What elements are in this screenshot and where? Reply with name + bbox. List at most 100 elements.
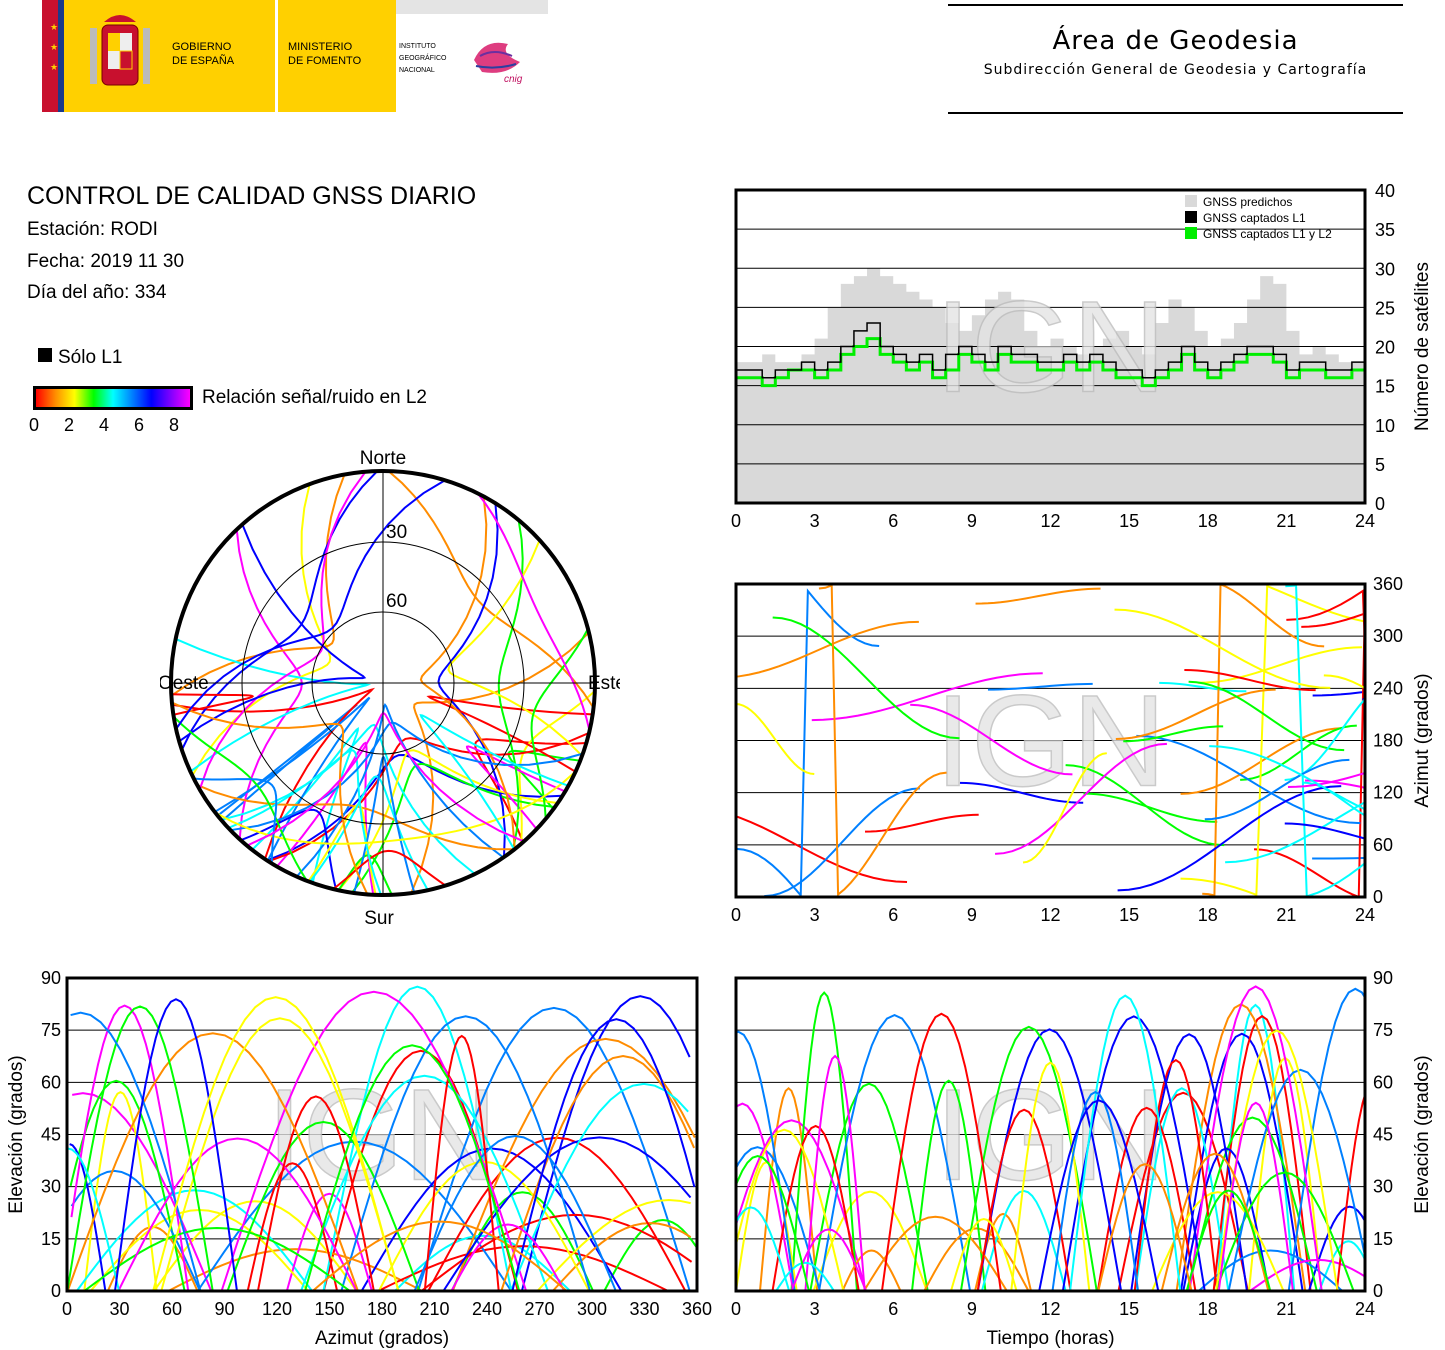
sky-track <box>295 702 504 878</box>
x-tick-label: 180 <box>367 1299 397 1319</box>
azimuth-track <box>1022 752 1107 864</box>
azimuth-track <box>1312 690 1365 697</box>
sky-track <box>447 539 583 757</box>
azimuth-track <box>1123 725 1224 743</box>
elevation-time-track <box>1318 1240 1365 1291</box>
x-axis-label: Azimut (grados) <box>315 1328 449 1349</box>
azimuth-track <box>865 813 979 833</box>
snr-tick: 6 <box>134 415 145 435</box>
snr-label: Relación señal/ruido en L2 <box>202 387 427 408</box>
gov-text-1: GOBIERNO <box>172 41 232 53</box>
skyplot-chart: Norte Sur Este Oeste 30 60 <box>160 448 620 929</box>
x-tick-label: 24 <box>1355 1299 1375 1319</box>
y-tick-label: 0 <box>1373 887 1383 907</box>
elevation-track <box>417 1006 691 1292</box>
elevation-track <box>83 1226 351 1292</box>
doy-label: Día del año: 334 <box>27 282 167 303</box>
elevation-track <box>66 1032 359 1292</box>
azimuth-tracks <box>736 584 1365 897</box>
azimuth-track <box>1188 680 1345 752</box>
sky-track <box>276 741 375 895</box>
gov-logo: ★ ★ ★ GOBIERNO DE ESPAÑA MINISTERIO DE F… <box>42 0 396 112</box>
elevation-time-track <box>736 1030 796 1291</box>
eu-star-icon: ★ <box>50 62 58 72</box>
elevation-track <box>226 1120 421 1292</box>
x-tick-label: 15 <box>1119 1299 1139 1319</box>
sky-track <box>191 483 332 777</box>
y-tick-label: 5 <box>1375 455 1385 475</box>
y-tick-label: 15 <box>1375 377 1395 397</box>
azimuth-track <box>994 742 1168 855</box>
ministry-block <box>278 0 396 112</box>
x-tick-label: 24 <box>1355 905 1375 925</box>
elevation-track <box>340 1015 591 1292</box>
snr-tick: 4 <box>99 415 110 435</box>
area-subtitle: Subdirección General de Geodesia y Carto… <box>983 62 1368 78</box>
azimuth-track <box>736 702 815 775</box>
east-label: Este <box>588 673 620 694</box>
elevation-time-track <box>1182 1147 1271 1291</box>
elevation-track <box>500 1054 696 1292</box>
elevation-track <box>420 1213 693 1292</box>
sky-track <box>419 713 569 850</box>
y-tick-label: 10 <box>1375 416 1395 436</box>
azimuth-track <box>1184 669 1316 692</box>
elevation-time-track <box>1069 994 1182 1291</box>
y-tick-label: 60 <box>1373 835 1393 855</box>
y-tick-label: 25 <box>1375 298 1395 318</box>
y-tick-label: 15 <box>41 1229 61 1249</box>
legend-entry: GNSS captados L1 <box>1203 211 1306 225</box>
x-tick-label: 90 <box>214 1299 234 1319</box>
y-tick-label: 30 <box>1375 259 1395 279</box>
azimuth-track <box>1301 612 1365 628</box>
x-tick-label: 330 <box>629 1299 659 1319</box>
area-title: Área de Geodesia <box>1052 26 1299 56</box>
plot-border <box>65 976 699 1293</box>
elevation-time-track <box>841 1249 902 1291</box>
x-tick-label: 0 <box>731 905 741 925</box>
elevation-time-track <box>1038 1099 1160 1291</box>
azimuth-track <box>1136 734 1361 825</box>
elevation-track <box>114 998 238 1292</box>
sky-track <box>171 693 255 716</box>
elevation-time-track <box>759 1086 819 1291</box>
sky-track <box>175 638 372 773</box>
station-label: Estación: RODI <box>27 219 158 240</box>
elevation-time-track <box>790 1228 867 1291</box>
sky-track <box>175 479 446 730</box>
x-tick-label: 3 <box>810 1299 820 1319</box>
sky-track <box>497 519 524 851</box>
elevation-track <box>70 1169 201 1292</box>
elevation-track <box>377 1160 590 1292</box>
azimuth-track <box>1305 779 1365 789</box>
azimuth-track <box>1253 584 1365 897</box>
azimuth-track <box>1285 584 1365 897</box>
x-tick-label: 21 <box>1276 1299 1296 1319</box>
y-tick-label: 180 <box>1373 731 1403 751</box>
elevation-track <box>285 1192 373 1292</box>
azimuth-track <box>1323 674 1365 690</box>
elevation-track <box>536 1199 691 1292</box>
y-tick-label: 90 <box>1373 968 1393 988</box>
sky-track <box>171 687 376 860</box>
azimuth-track <box>1287 771 1365 788</box>
elevation-time-track <box>1010 1061 1091 1291</box>
series-line-gnss-captados-l1 <box>736 322 1366 379</box>
legend-entry: GNSS predichos <box>1203 195 1292 209</box>
elevation-time-track <box>818 1014 972 1291</box>
x-tick-label: 270 <box>524 1299 554 1319</box>
elevation-time-track <box>976 1108 1072 1291</box>
elevation-track <box>442 1136 692 1292</box>
y-tick-label: 120 <box>1373 783 1403 803</box>
ign-text-1: INSTITUTO <box>399 43 436 50</box>
elevation-time-track <box>950 1217 1018 1291</box>
x-tick-label: 9 <box>967 511 977 531</box>
elevation-time-track <box>923 1227 1030 1291</box>
elevation-time-track <box>980 1189 1067 1291</box>
x-tick-label: 18 <box>1198 905 1218 925</box>
elevation-track <box>300 1074 549 1292</box>
sky-track <box>214 696 371 862</box>
sky-track <box>227 749 382 896</box>
elevation-track <box>69 1143 107 1292</box>
